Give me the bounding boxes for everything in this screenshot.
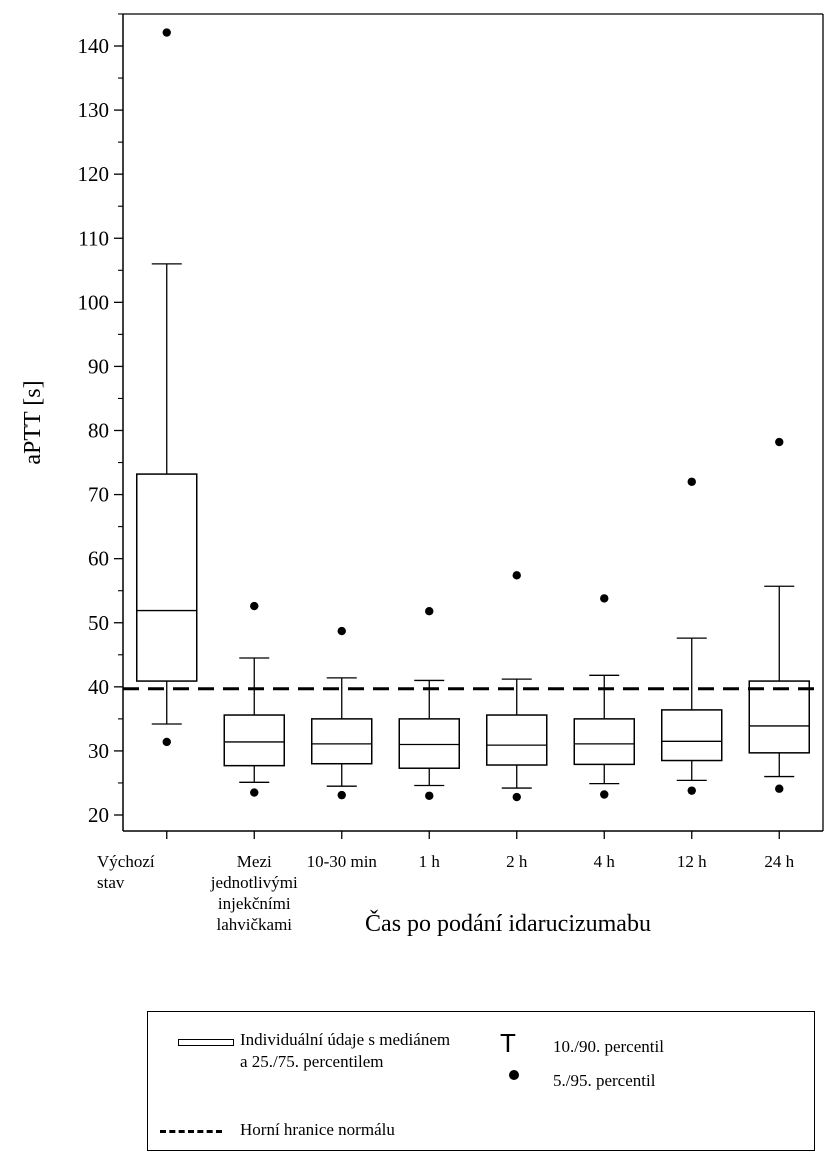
x-tick-label: 4 h — [594, 852, 616, 871]
y-tick-label: 50 — [88, 611, 109, 635]
y-tick-label: 140 — [78, 34, 110, 58]
y-tick-label: 120 — [78, 162, 110, 186]
outlier-p5 — [687, 786, 696, 795]
box — [661, 709, 723, 762]
y-tick-label: 40 — [88, 675, 109, 699]
outlier-p95 — [512, 571, 521, 580]
y-tick-label: 80 — [88, 419, 109, 443]
box — [486, 714, 548, 766]
box — [136, 473, 198, 682]
y-tick-label: 70 — [88, 483, 109, 507]
x-tick-label: 12 h — [677, 852, 707, 871]
outlier-p95 — [162, 28, 171, 37]
y-axis-label: aPTT [s] — [20, 380, 46, 464]
x-tick-label: Mezi jednotlivými injekčními lahvičkami — [210, 852, 298, 934]
outlier-p95 — [250, 601, 259, 611]
y-tick-label: 30 — [88, 739, 109, 763]
box — [223, 714, 285, 767]
legend-whisker-label: 10./90. percentil — [553, 1037, 664, 1056]
outlier-p95 — [337, 626, 346, 636]
outlier-p95 — [687, 477, 696, 486]
outlier-p5 — [425, 791, 434, 800]
x-tick-label: Výchozí stav — [97, 852, 155, 892]
y-tick-label: 90 — [88, 354, 109, 378]
legend-dot-symbol — [509, 1070, 519, 1080]
legend-whisker-symbol: T — [500, 1028, 516, 1058]
legend-box-label-line1: Individuální údaje s mediánem — [240, 1030, 451, 1049]
outlier-p5 — [775, 784, 784, 793]
x-tick-label: 10-30 min — [307, 852, 378, 871]
outlier-p95 — [775, 437, 784, 447]
legend-dash-symbol — [160, 1130, 222, 1133]
legend-box-symbol — [178, 1039, 234, 1046]
legend-box-label-line2: a 25./75. percentilem — [240, 1052, 384, 1071]
y-tick-label: 100 — [78, 290, 110, 314]
legend-dash-label: Horní hranice normálu — [240, 1120, 395, 1139]
legend: Individuální údaje s mediánem a 25./75. … — [147, 1011, 815, 1151]
outlier-p95 — [600, 594, 609, 603]
outlier-p5 — [337, 790, 346, 800]
outlier-p5 — [250, 788, 259, 797]
outlier-p5 — [600, 790, 609, 799]
box — [311, 718, 373, 765]
y-tick-label: 60 — [88, 547, 109, 571]
box — [573, 718, 635, 766]
box — [398, 718, 460, 769]
y-tick-label: 130 — [78, 98, 110, 122]
x-tick-label: 1 h — [419, 852, 441, 871]
y-tick-label: 20 — [88, 803, 109, 827]
x-tick-label: 24 h — [764, 852, 794, 871]
x-tick-label: 2 h — [506, 852, 528, 871]
y-tick-label: 110 — [78, 226, 109, 250]
outlier-p95 — [425, 607, 434, 616]
x-axis-label: Čas po podání idarucizumabu — [365, 910, 651, 937]
outlier-p5 — [512, 792, 521, 802]
box — [748, 680, 810, 754]
legend-dot-label: 5./95. percentil — [553, 1071, 656, 1090]
box-plot-chart: 20 30 40 50 60 70 80 90 100 110 120 130 140 aPTT [s] V… — [20, 13, 824, 937]
outlier-p5 — [162, 737, 171, 747]
